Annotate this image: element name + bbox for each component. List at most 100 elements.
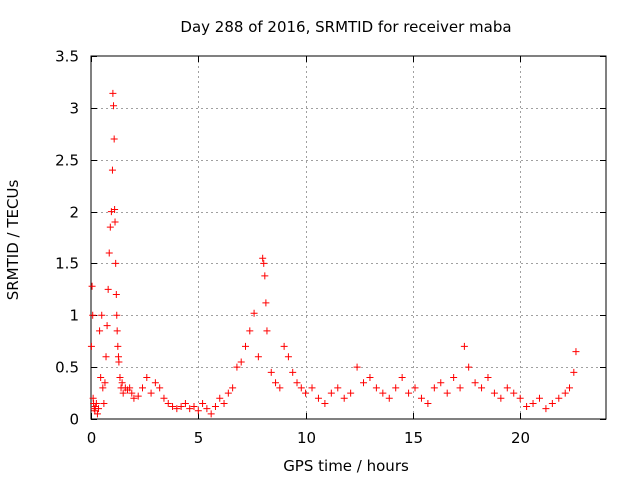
data-point xyxy=(89,311,97,319)
data-point xyxy=(450,374,458,382)
data-point xyxy=(566,384,574,392)
data-point xyxy=(561,389,569,397)
data-point xyxy=(417,394,425,402)
data-point xyxy=(460,342,468,350)
data-point xyxy=(139,384,146,392)
data-point xyxy=(220,399,228,407)
data-point xyxy=(111,218,119,226)
data-point xyxy=(570,368,578,376)
data-point xyxy=(385,394,393,402)
data-point xyxy=(99,384,107,392)
data-point xyxy=(308,384,316,392)
data-point xyxy=(108,166,116,174)
data-point xyxy=(478,384,486,392)
data-point xyxy=(100,399,108,407)
y-tick-label: 2 xyxy=(69,204,79,222)
data-point xyxy=(548,399,556,407)
x-tick-label: 5 xyxy=(194,429,204,447)
data-point xyxy=(114,342,122,350)
data-point xyxy=(529,399,537,407)
data-point xyxy=(280,342,288,350)
data-point xyxy=(106,223,114,231)
data-point xyxy=(110,135,118,143)
data-point xyxy=(101,379,109,387)
data-point xyxy=(353,363,361,371)
data-point xyxy=(112,259,120,267)
data-point xyxy=(143,374,151,382)
data-point xyxy=(262,299,270,307)
data-point xyxy=(147,389,155,397)
data-point xyxy=(156,384,164,392)
data-point xyxy=(119,389,127,397)
data-point xyxy=(293,379,301,387)
data-point xyxy=(334,384,342,392)
data-point xyxy=(104,285,112,293)
data-point xyxy=(211,403,219,411)
data-point xyxy=(93,410,101,418)
data-point xyxy=(392,384,400,392)
data-point xyxy=(199,399,207,407)
data-point xyxy=(503,384,511,392)
data-point xyxy=(194,407,202,415)
data-point xyxy=(118,379,126,387)
data-point xyxy=(321,399,329,407)
data-point xyxy=(314,394,322,402)
chart-title: Day 288 of 2016, SRMTID for receiver mab… xyxy=(180,18,511,36)
data-point xyxy=(102,353,110,361)
data-point xyxy=(126,384,134,392)
axis-ticks: 0 0.5 1 1.5 2 2.5 3 3.5 0 5 10 15 20 xyxy=(55,48,606,447)
data-point xyxy=(110,102,118,110)
y-tick-label: 1.5 xyxy=(55,255,79,273)
data-point xyxy=(88,282,96,290)
data-point xyxy=(267,368,275,376)
data-point xyxy=(490,389,498,397)
data-point xyxy=(398,374,406,382)
data-point xyxy=(109,89,117,97)
data-point xyxy=(523,403,531,411)
data-point xyxy=(113,327,121,335)
data-points xyxy=(87,89,580,418)
x-tick-label: 0 xyxy=(87,429,97,447)
data-point xyxy=(237,358,245,366)
data-point xyxy=(96,327,104,335)
x-axis-label: GPS time / hours xyxy=(283,457,409,475)
y-axis-label: SRMTID / TECUs xyxy=(4,180,22,301)
data-point xyxy=(405,389,413,397)
grid-lines xyxy=(91,56,606,419)
data-point xyxy=(98,311,106,319)
data-point xyxy=(284,353,292,361)
data-point xyxy=(366,374,374,382)
plot-frame xyxy=(90,55,607,420)
data-point xyxy=(535,394,543,402)
data-point xyxy=(173,405,181,413)
data-point xyxy=(160,394,168,402)
y-tick-label: 0.5 xyxy=(55,359,79,377)
data-point xyxy=(516,394,524,402)
data-point xyxy=(411,384,419,392)
y-tick-label: 0 xyxy=(69,411,79,429)
data-point xyxy=(103,322,111,330)
data-point xyxy=(276,384,284,392)
data-point xyxy=(347,389,355,397)
data-point xyxy=(360,379,368,387)
data-point xyxy=(263,327,271,335)
data-point xyxy=(555,394,563,402)
data-point xyxy=(465,363,473,371)
data-point xyxy=(424,399,432,407)
data-point xyxy=(289,368,297,376)
data-point xyxy=(92,399,100,407)
data-point xyxy=(181,399,189,407)
data-point xyxy=(456,384,464,392)
x-tick-label: 15 xyxy=(404,429,423,447)
data-point xyxy=(216,394,224,402)
data-point xyxy=(297,384,305,392)
y-tick-label: 1 xyxy=(69,307,79,325)
data-point xyxy=(111,205,119,213)
y-tick-label: 2.5 xyxy=(55,152,79,170)
data-point xyxy=(471,379,479,387)
data-point xyxy=(233,363,241,371)
y-tick-label: 3.5 xyxy=(55,48,79,66)
data-point xyxy=(134,392,142,400)
data-point xyxy=(164,399,172,407)
